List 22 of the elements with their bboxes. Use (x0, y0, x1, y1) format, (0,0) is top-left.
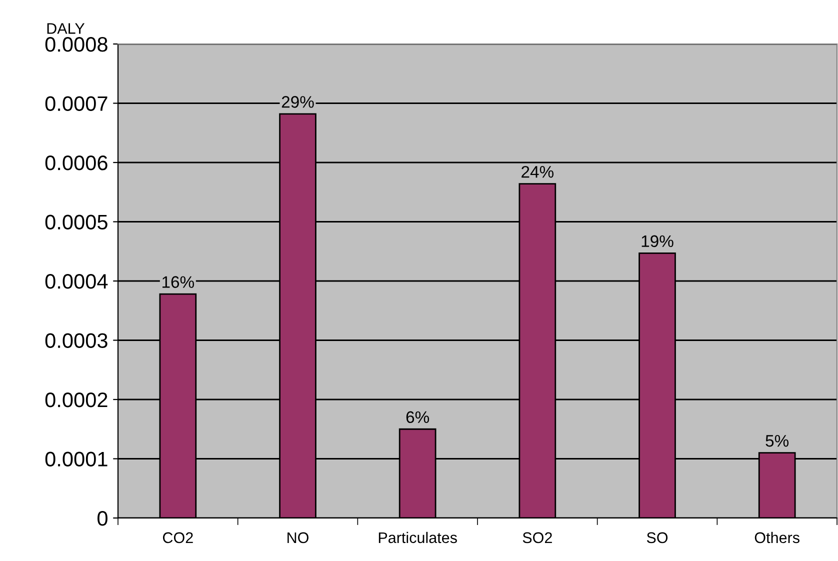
y-tick-label: 0.0003 (45, 333, 108, 348)
annotation: 16% (162, 276, 194, 288)
x-tick-label: CO2 (162, 532, 193, 544)
annotation: 24% (522, 166, 554, 178)
annotation: 19% (642, 235, 674, 248)
x-tick-label: Particulates (378, 532, 457, 544)
x-tick-label: Others (754, 532, 800, 544)
annotation: 29% (282, 96, 314, 108)
y-tick-label: 0.0007 (45, 96, 108, 112)
annotation: 6% (406, 411, 430, 424)
annotation: 5% (766, 435, 789, 447)
y-tick-label: 0 (98, 511, 108, 526)
y-tick-label: 0.0005 (45, 214, 108, 230)
x-tick-label: NO (288, 532, 308, 544)
x-tick-label: SO2 (522, 532, 552, 544)
y-tick-label: 0.0006 (45, 156, 108, 170)
y-tick-label: 0.0001 (45, 452, 108, 467)
y-tick-label: 0.0004 (45, 274, 108, 289)
y-axis-title: DALY (47, 23, 85, 34)
y-tick-label: 0.0008 (45, 37, 108, 52)
x-tick-label: SO (646, 532, 668, 544)
y-tick-label: 0.0002 (45, 392, 108, 408)
